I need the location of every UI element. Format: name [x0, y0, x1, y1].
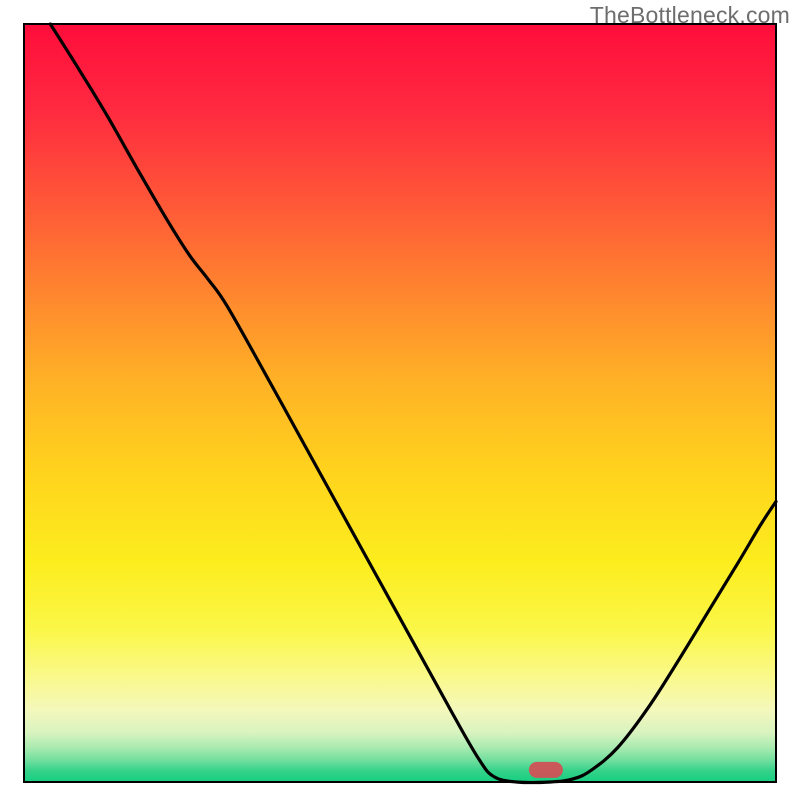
plot-background	[24, 24, 776, 782]
heat-gradient-chart	[0, 0, 800, 800]
chart-container: TheBottleneck.com	[0, 0, 800, 800]
optimal-point-marker	[529, 762, 563, 778]
watermark-text: TheBottleneck.com	[590, 2, 790, 29]
